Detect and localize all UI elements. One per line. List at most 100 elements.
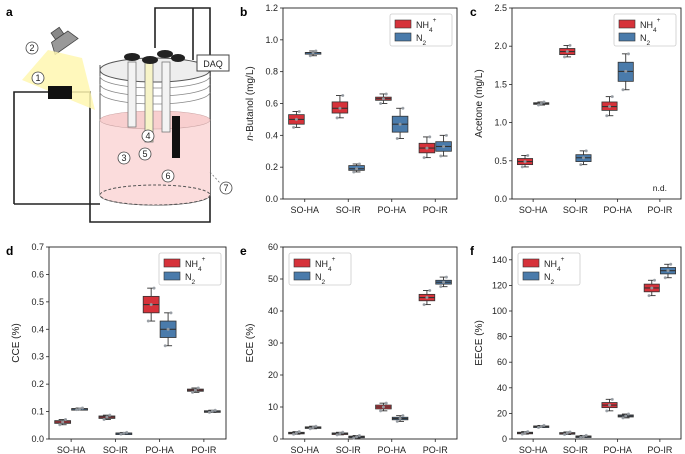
callout-4: 4 (141, 129, 155, 143)
callout-1: 1 (31, 71, 45, 85)
legend-swatch-n2 (522, 271, 540, 281)
data-point (539, 424, 543, 428)
data-point (608, 105, 612, 109)
y-tick-label: 60 (268, 242, 278, 252)
data-point (542, 100, 546, 104)
data-point (439, 285, 443, 289)
y-tick-label: 20 (268, 370, 278, 380)
data-point (294, 117, 298, 121)
data-point (536, 103, 540, 107)
x-tick-label: SO-IR (336, 205, 362, 215)
data-point (579, 163, 583, 167)
data-point (565, 50, 569, 54)
data-point (425, 296, 429, 300)
data-point (653, 278, 657, 282)
y-tick-label: 0.5 (31, 297, 44, 307)
data-point (398, 122, 402, 126)
svg-text:2: 2 (29, 43, 34, 53)
photoelectrode-chip (48, 86, 72, 99)
data-point (314, 424, 318, 428)
legend-label-n2: N2 (416, 33, 427, 47)
legend-swatch-n2 (293, 271, 311, 281)
data-point (605, 409, 609, 413)
data-point (166, 327, 170, 331)
box-n2-so-ha (533, 100, 550, 107)
plot-frame (511, 246, 682, 440)
data-point (338, 106, 342, 110)
x-tick-label: SO-HA (57, 445, 86, 454)
box-nh4-so-ha (54, 418, 72, 427)
legend-swatch-nh4 (394, 19, 412, 29)
data-point (439, 154, 443, 158)
data-point (647, 294, 651, 298)
callout-6: 6 (161, 169, 175, 183)
panel-label-d: d (6, 244, 13, 258)
data-point (61, 420, 65, 424)
data-point (581, 156, 585, 160)
plot-frame (48, 246, 227, 440)
data-point (384, 401, 388, 405)
legend-label-nh4: NH4+ (185, 256, 206, 273)
box-n2-po-ha (159, 311, 177, 348)
chart-panel-d: d 0.0 0.1 0.2 0.3 0.4 0.5 0.6 0.7 SO-HA SO-IR PO-HA… (6, 242, 227, 454)
data-point (163, 344, 167, 348)
x-tick-label: PO-IR (423, 205, 449, 215)
data-point (565, 431, 569, 435)
box-n2-so-ir (348, 433, 365, 440)
data-point (341, 94, 345, 98)
y-tick-label: 40 (497, 383, 507, 393)
callout-2: 2 (25, 41, 39, 55)
data-point (536, 425, 540, 429)
box-n2-so-ha (71, 406, 88, 412)
data-point (584, 149, 588, 153)
x-tick-label: SO-IR (563, 205, 589, 215)
data-point (355, 435, 359, 439)
data-point (311, 51, 315, 55)
data-point (520, 432, 524, 436)
data-point (428, 289, 432, 293)
box-nh4-so-ha (517, 153, 534, 169)
x-tick-label: SO-IR (103, 445, 129, 454)
daq-box (196, 54, 230, 72)
y-tick-label: 0.8 (265, 67, 278, 77)
box-nh4-po-ha (601, 397, 618, 413)
charts-group: b 0.0 0.2 0.4 0.6 0.8 1.0 1.2 SO-HA SO-IR PO-HA PO-… (6, 3, 682, 454)
daq-label: DAQ (203, 59, 223, 69)
y-axis-label: ECE (%) (245, 324, 256, 363)
x-tick-label: PO-HA (377, 205, 406, 215)
svg-text:5: 5 (142, 149, 147, 159)
data-point (523, 160, 527, 164)
lamp-icon (22, 26, 95, 110)
panel-label-a: a (6, 5, 13, 19)
svg-text:1: 1 (35, 73, 40, 83)
box-nh4-po-ir (187, 386, 204, 394)
box-nh4-so-ir (559, 430, 576, 437)
y-tick-label: 20 (497, 408, 507, 418)
y-tick-label: 2.5 (494, 3, 507, 13)
x-tick-label: PO-HA (377, 445, 406, 454)
legend: NH4+N2 (517, 252, 581, 286)
x-tick-label: PO-IR (423, 445, 449, 454)
data-point (207, 410, 211, 414)
box-nh4-so-ha (288, 430, 305, 436)
box-n2-so-ha (304, 49, 322, 58)
legend-label-nh4: NH4+ (416, 17, 437, 34)
data-point (398, 417, 402, 421)
legend-swatch-nh4 (522, 258, 540, 268)
x-tick-label: SO-HA (519, 445, 548, 454)
callout-5: 5 (138, 147, 152, 161)
y-tick-label: 0 (273, 434, 278, 444)
y-tick-label: 0.1 (31, 407, 44, 417)
data-point (624, 414, 628, 418)
legend: NH4+N2 (288, 252, 352, 286)
data-point (357, 433, 361, 437)
y-tick-label: 30 (268, 338, 278, 348)
data-point (352, 436, 356, 440)
data-point (422, 156, 426, 160)
data-point (169, 311, 173, 315)
data-point (542, 423, 546, 427)
data-point (308, 427, 312, 431)
data-point (581, 434, 585, 438)
y-tick-label: 2.0 (494, 41, 507, 51)
